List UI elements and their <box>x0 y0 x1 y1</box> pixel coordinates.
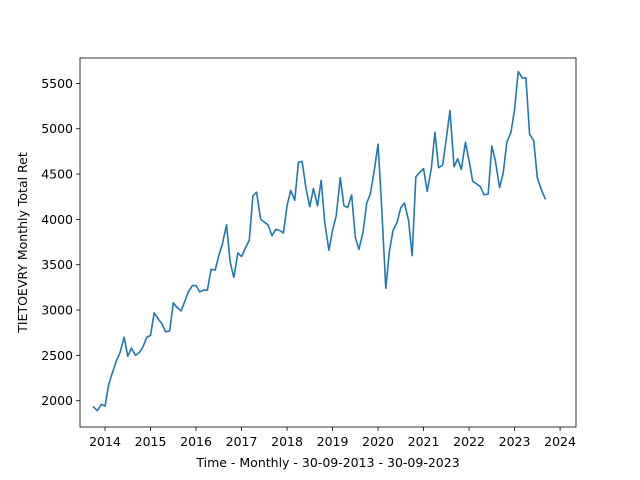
y-tick-label: 5500 <box>41 76 73 91</box>
y-tick-label: 2500 <box>41 348 73 363</box>
x-tick-label: 2019 <box>317 434 349 449</box>
x-tick-label: 2020 <box>362 434 394 449</box>
series-line <box>92 70 547 412</box>
x-axis-label: Time - Monthly - 30-09-2013 - 30-09-2023 <box>195 455 459 470</box>
y-tick-label: 4500 <box>41 167 73 182</box>
x-tick-label: 2018 <box>271 434 303 449</box>
x-tick-label: 2023 <box>499 434 531 449</box>
x-tick-label: 2016 <box>180 434 212 449</box>
x-tick-label: 2021 <box>408 434 440 449</box>
x-tick-label: 2017 <box>226 434 258 449</box>
y-tick-label: 4000 <box>41 212 73 227</box>
x-tick-label: 2015 <box>135 434 167 449</box>
x-tick-label: 2024 <box>544 434 576 449</box>
y-tick-label: 3500 <box>41 257 73 272</box>
x-axis: 2014 2015 2016 2017 2018 2019 2020 2021 2022 2023… <box>89 427 576 449</box>
axes-frame <box>79 57 577 428</box>
plot-area <box>92 70 547 412</box>
y-axis-label: TIETOEVRY Monthly Total Ret <box>15 152 30 334</box>
x-tick-label: 2014 <box>89 434 121 449</box>
y-tick-label: 5000 <box>41 121 73 136</box>
x-tick-label: 2022 <box>453 434 485 449</box>
y-tick-label: 3000 <box>41 303 73 318</box>
y-tick-label: 2000 <box>41 393 73 408</box>
y-axis: 2000 2500 3000 3500 4000 4500 5000 5500 <box>41 76 80 408</box>
